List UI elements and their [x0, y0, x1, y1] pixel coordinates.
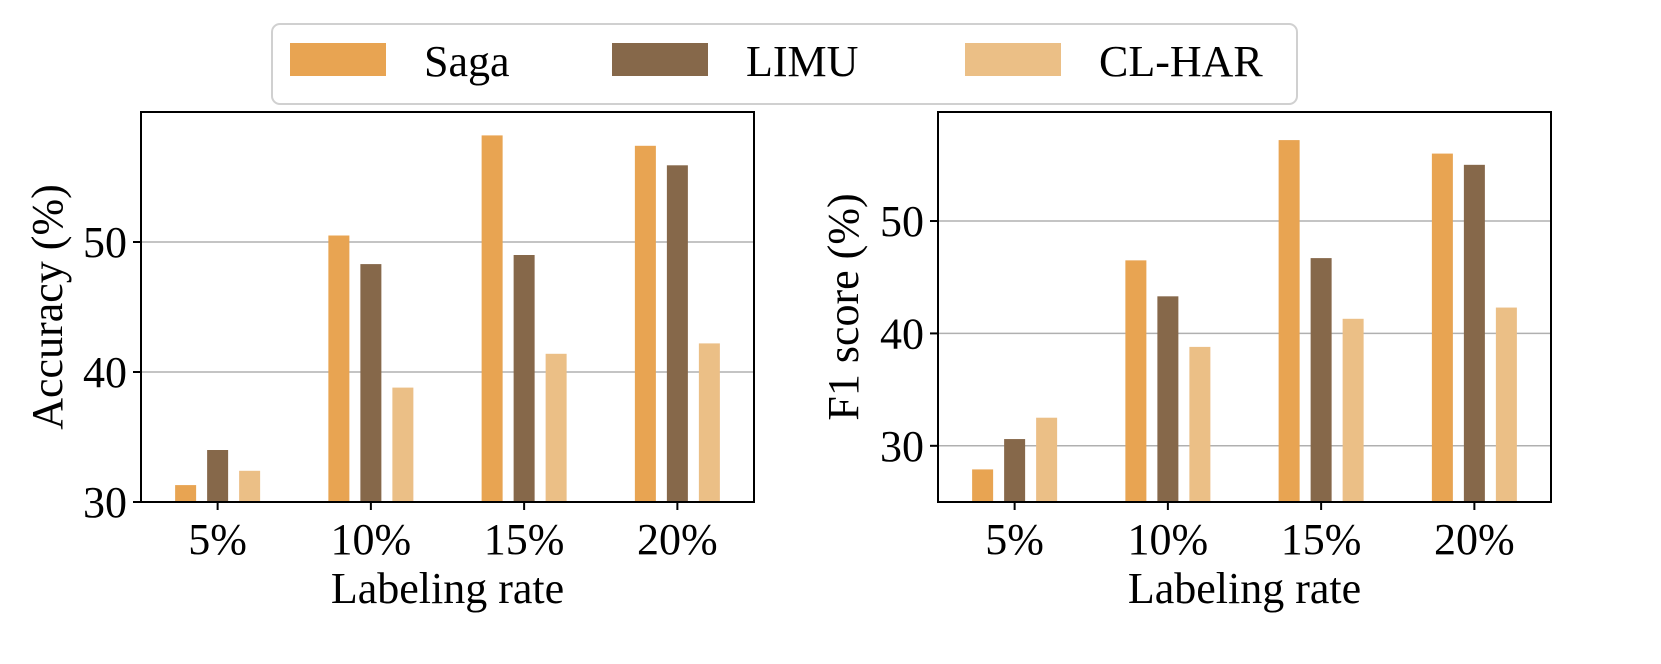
accuracy-x-tick-label: 5% — [188, 515, 247, 564]
accuracy-y-ticks: 30 40 50 — [83, 218, 141, 527]
legend-swatch-cl-har — [965, 43, 1061, 76]
f1-bars — [972, 140, 1517, 503]
legend-label-cl-har: CL-HAR — [1099, 37, 1263, 86]
f1-bar-cl-har-20- — [1495, 307, 1517, 502]
accuracy-bar-cl-har-20- — [698, 343, 720, 502]
f1-y-axis-label: F1 score (%) — [819, 193, 868, 420]
legend-label-saga: Saga — [424, 37, 510, 86]
f1-y-tick-label: 40 — [880, 309, 924, 358]
accuracy-x-tick-label: 15% — [484, 515, 565, 564]
f1-bar-limu-5- — [1004, 439, 1026, 502]
f1-bar-limu-10- — [1157, 296, 1179, 502]
f1-x-tick-label: 20% — [1434, 515, 1515, 564]
accuracy-bar-cl-har-5- — [239, 470, 261, 502]
f1-gridlines — [938, 220, 1551, 447]
accuracy-bar-limu-10- — [360, 264, 382, 502]
f1-y-tick-label: 30 — [880, 422, 924, 471]
legend: Saga LIMU CL-HAR — [271, 23, 1298, 105]
accuracy-x-tick-label: 20% — [637, 515, 718, 564]
accuracy-bar-saga-20- — [634, 145, 656, 503]
f1-bar-limu-15- — [1310, 258, 1332, 502]
accuracy-x-axis-label: Labeling rate — [331, 564, 564, 613]
f1-bar-saga-5- — [972, 469, 994, 502]
f1-x-tick-label: 15% — [1281, 515, 1362, 564]
accuracy-bar-saga-15- — [481, 135, 503, 502]
f1-x-ticks: 5% 10% 15% 20% — [985, 502, 1515, 564]
f1-bar-saga-20- — [1431, 153, 1453, 502]
legend-label-limu: LIMU — [746, 37, 858, 86]
accuracy-y-tick-label: 40 — [83, 348, 127, 397]
accuracy-chart: 30 40 50 5% 10% 15% 20% Labeling rate Accurac… — [23, 111, 755, 613]
f1-bar-cl-har-5- — [1036, 417, 1058, 502]
accuracy-x-ticks: 5% 10% 15% 20% — [188, 502, 718, 564]
f1-x-axis-label: Labeling rate — [1128, 564, 1361, 613]
accuracy-plot-frame — [140, 111, 755, 503]
f1-y-tick-label: 50 — [880, 197, 924, 246]
legend-swatch-limu — [612, 43, 708, 76]
accuracy-x-tick-label: 10% — [331, 515, 412, 564]
accuracy-bar-limu-20- — [666, 165, 688, 503]
accuracy-bar-limu-15- — [513, 255, 535, 502]
accuracy-bar-saga-10- — [328, 235, 350, 502]
accuracy-bar-cl-har-15- — [545, 353, 567, 502]
f1-x-tick-label: 5% — [985, 515, 1044, 564]
accuracy-bar-saga-5- — [175, 485, 197, 502]
legend-swatch-saga — [290, 43, 386, 76]
f1-bar-cl-har-15- — [1342, 318, 1364, 502]
f1-plot-frame — [937, 111, 1552, 503]
accuracy-bars — [175, 135, 720, 503]
accuracy-bar-cl-har-10- — [392, 387, 414, 502]
accuracy-y-tick-label: 30 — [83, 478, 127, 527]
f1-bar-cl-har-10- — [1189, 346, 1211, 502]
accuracy-y-axis-label: Accuracy (%) — [23, 184, 72, 430]
accuracy-y-tick-label: 50 — [83, 218, 127, 267]
f1-score-chart: 30 40 50 5% 10% 15% 20% Labeling rate F1 scor… — [819, 111, 1552, 613]
accuracy-bar-limu-5- — [207, 450, 229, 502]
f1-bar-limu-20- — [1463, 164, 1485, 502]
f1-bar-saga-10- — [1125, 260, 1147, 502]
f1-bar-saga-15- — [1278, 140, 1300, 503]
f1-y-ticks: 30 40 50 — [880, 197, 938, 471]
f1-x-tick-label: 10% — [1128, 515, 1209, 564]
accuracy-gridlines — [141, 241, 754, 373]
